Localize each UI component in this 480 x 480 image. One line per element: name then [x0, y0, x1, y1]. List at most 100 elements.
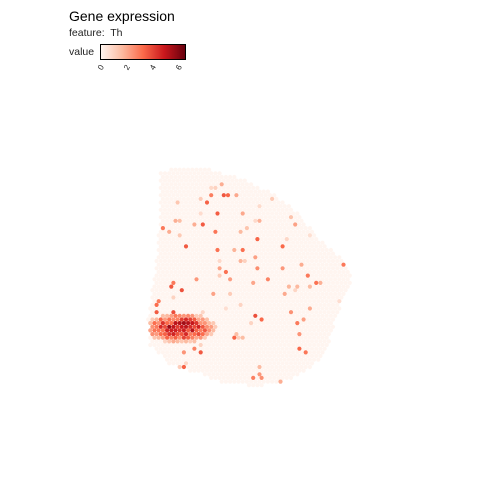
spot [286, 211, 291, 216]
spot [255, 200, 260, 205]
spot [211, 182, 216, 187]
spot [314, 295, 319, 300]
spot [173, 226, 178, 231]
spot [202, 284, 207, 289]
spot [293, 339, 298, 344]
spot [270, 218, 275, 223]
spot [299, 240, 304, 245]
spot [240, 218, 245, 223]
spot [194, 291, 199, 296]
spot [169, 262, 174, 267]
spot [326, 258, 331, 264]
spot [192, 361, 197, 366]
spot [204, 244, 210, 249]
spot [297, 251, 302, 256]
spot [234, 302, 239, 307]
spot [152, 277, 157, 282]
spot [209, 368, 214, 373]
spot [215, 196, 220, 201]
spot [276, 368, 281, 373]
expressing-spot [171, 280, 176, 285]
spot [284, 361, 289, 366]
spot [259, 346, 264, 351]
spot [312, 277, 317, 282]
spot [267, 280, 273, 285]
spot [267, 215, 273, 220]
spot [255, 353, 260, 359]
expressing-spot [198, 335, 203, 340]
spot [320, 299, 325, 304]
spot [301, 361, 306, 366]
spot [312, 306, 317, 311]
spot [188, 251, 193, 256]
spot [288, 295, 294, 300]
spot [234, 339, 239, 344]
spot [179, 353, 184, 359]
spot [240, 328, 245, 333]
spot [154, 346, 159, 351]
spot [265, 226, 270, 231]
spot [267, 368, 273, 373]
spot [217, 332, 222, 337]
spot [192, 215, 197, 220]
spot [188, 237, 193, 242]
spot [255, 375, 260, 380]
spot [293, 317, 298, 322]
spot [320, 262, 325, 267]
spot [183, 222, 189, 227]
spot [177, 204, 182, 209]
spot [225, 302, 231, 307]
spot [192, 273, 197, 278]
spot [228, 218, 233, 223]
spot [202, 342, 207, 348]
spot [301, 258, 306, 264]
spot [301, 339, 306, 344]
spot [322, 251, 327, 256]
spot [169, 226, 174, 231]
spot [228, 174, 233, 180]
spot [236, 357, 241, 362]
spot [324, 255, 329, 260]
spot [154, 273, 159, 278]
spot [265, 299, 270, 304]
spot [202, 277, 207, 282]
spot [158, 244, 163, 249]
spot [261, 299, 266, 304]
spot [324, 299, 329, 304]
spot [270, 372, 275, 377]
spot [196, 222, 201, 227]
spot [167, 215, 172, 220]
spot [209, 353, 214, 359]
spot [181, 189, 186, 194]
spot [177, 269, 182, 275]
expressing-spot [282, 291, 287, 296]
spot [232, 284, 237, 289]
spot [188, 353, 193, 359]
spot [181, 269, 186, 275]
spot [183, 229, 189, 234]
spot [291, 277, 296, 282]
spot [263, 339, 268, 344]
spot [217, 229, 222, 234]
spot [221, 339, 226, 344]
spot [295, 306, 300, 311]
spot [244, 218, 249, 223]
spot [179, 193, 184, 198]
spot [326, 273, 331, 278]
spot [282, 357, 287, 362]
spot [204, 339, 210, 344]
spot [347, 273, 352, 278]
expressing-spot [173, 218, 178, 223]
spot [165, 211, 170, 216]
spot [335, 266, 340, 271]
spot [207, 174, 212, 180]
spot [280, 302, 285, 307]
spot [215, 364, 220, 370]
spot [207, 255, 212, 260]
spot [278, 277, 283, 282]
spot [162, 310, 168, 315]
spot [225, 222, 231, 227]
spot [276, 215, 281, 220]
spot [253, 306, 258, 311]
spot [253, 342, 258, 348]
